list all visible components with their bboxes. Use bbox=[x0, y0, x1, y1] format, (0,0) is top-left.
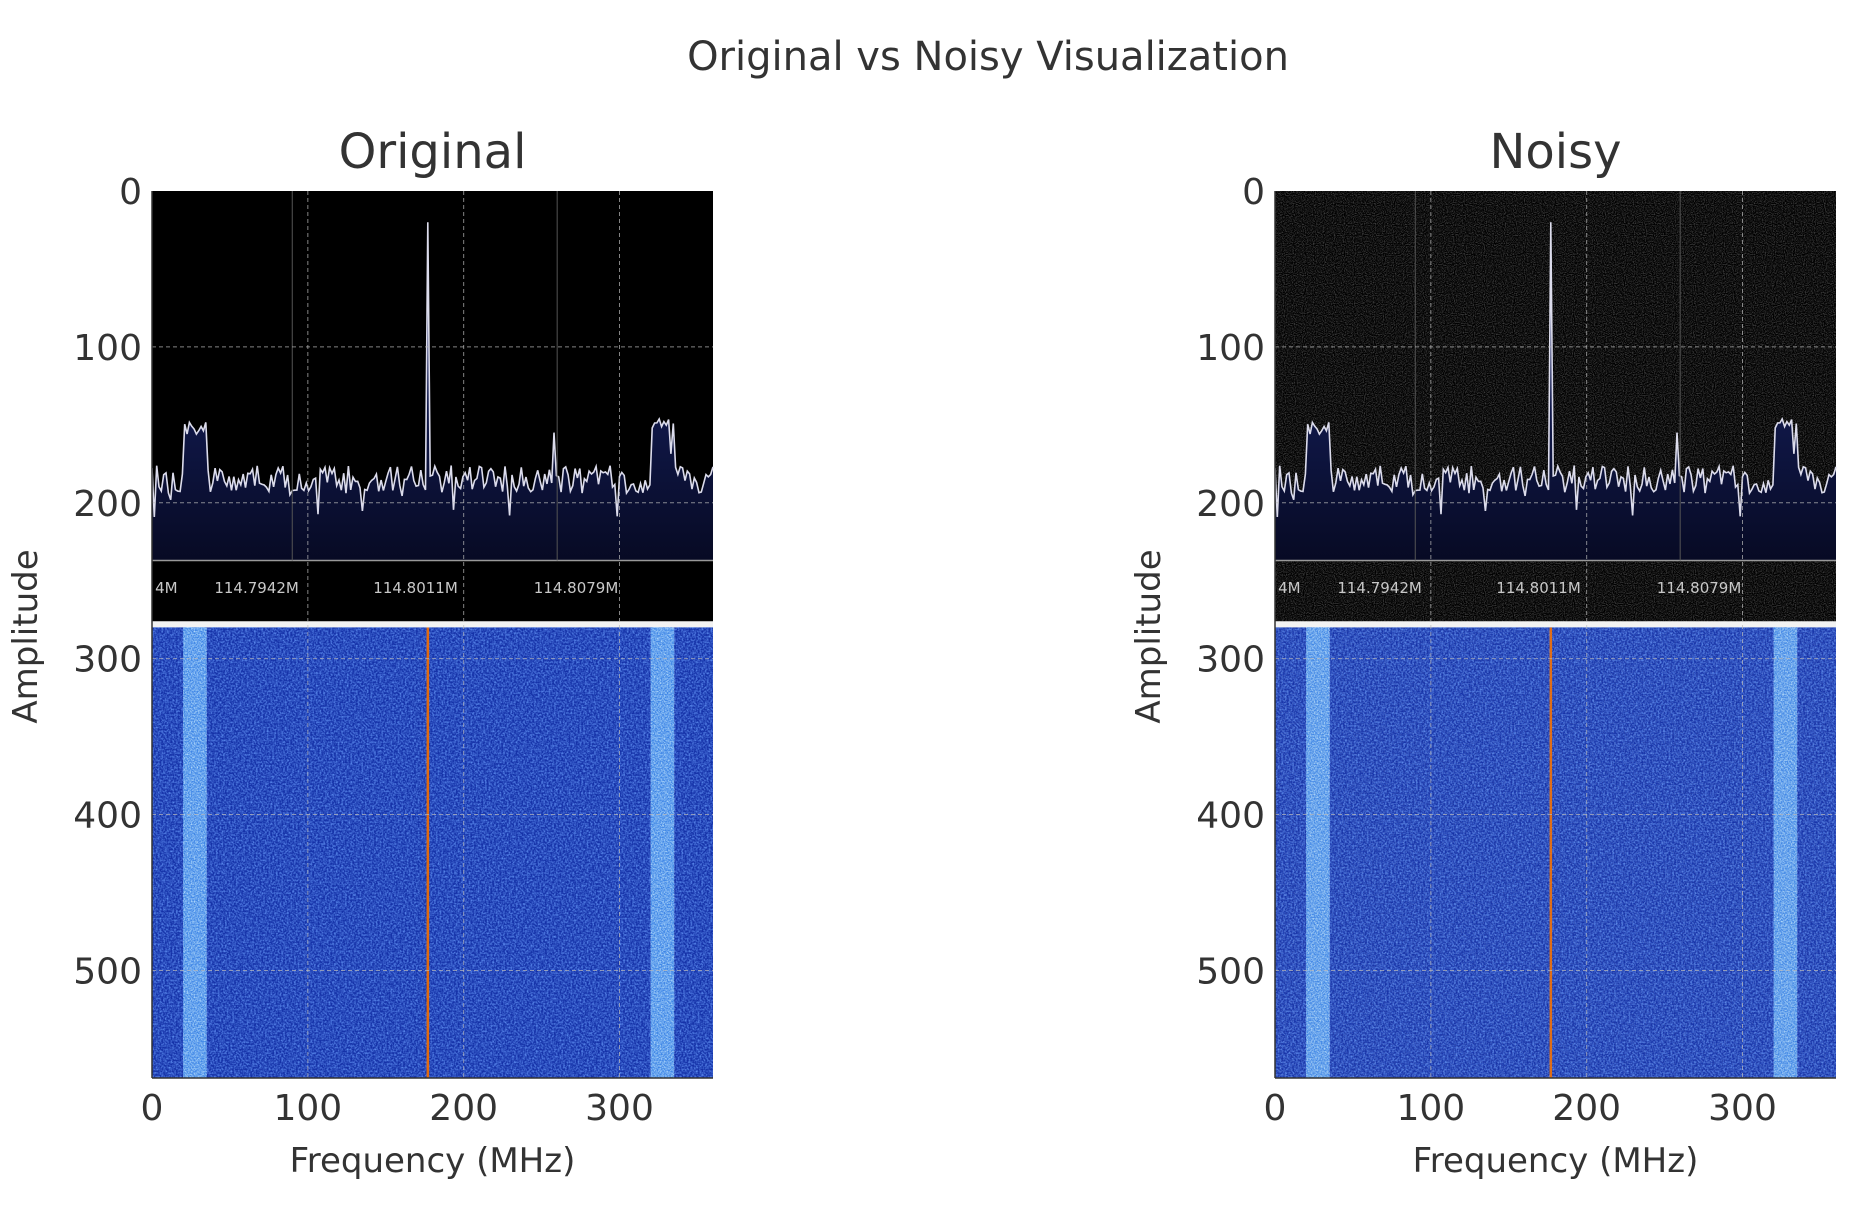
x-axis-label: Frequency (MHz) bbox=[290, 1141, 576, 1181]
waterfall-band-noise bbox=[650, 627, 675, 1078]
x-tick-label: 200 bbox=[1552, 1088, 1621, 1129]
frequency-label: 114.7942M bbox=[214, 579, 299, 597]
y-tick-label: 300 bbox=[1196, 640, 1265, 681]
y-tick-label: 500 bbox=[73, 951, 142, 992]
y-tick-label: 0 bbox=[1242, 172, 1265, 213]
panel-noisy: Noisy 4M 114.7942M 114.8011M 114.8079M 0 100 20… bbox=[1129, 124, 1837, 1181]
x-tick-label: 0 bbox=[141, 1088, 164, 1129]
frequency-label: 114.7942M bbox=[1337, 579, 1422, 597]
x-tick-label: 100 bbox=[273, 1088, 342, 1129]
separator bbox=[152, 621, 713, 628]
panel-title: Noisy bbox=[1489, 124, 1621, 180]
frequency-label: 114.8079M bbox=[1657, 579, 1742, 597]
y-tick-label: 300 bbox=[73, 640, 142, 681]
x-axis-label: Frequency (MHz) bbox=[1413, 1141, 1699, 1181]
y-tick-label: 100 bbox=[73, 328, 142, 369]
frequency-label: 4M bbox=[155, 579, 178, 597]
y-axis-label: Amplitude bbox=[1129, 549, 1169, 723]
x-tick-label: 200 bbox=[429, 1088, 498, 1129]
x-tick-label: 0 bbox=[1264, 1088, 1287, 1129]
y-tick-label: 200 bbox=[1196, 484, 1265, 525]
x-tick-label: 100 bbox=[1396, 1088, 1465, 1129]
x-tick-label: 300 bbox=[1708, 1088, 1777, 1129]
y-tick-label: 400 bbox=[73, 796, 142, 837]
panel-original: Original 4M 114.7942M 114.8011M 114.8079M 0 10… bbox=[6, 124, 714, 1181]
figure-title: Original vs Noisy Visualization bbox=[687, 34, 1289, 80]
frequency-label: 114.8011M bbox=[1496, 579, 1581, 597]
spectrum-fill bbox=[152, 222, 713, 561]
panel-title: Original bbox=[339, 124, 527, 180]
x-tick-label: 300 bbox=[585, 1088, 654, 1129]
y-tick-label: 500 bbox=[1196, 951, 1265, 992]
frequency-label: 114.8079M bbox=[534, 579, 619, 597]
spectrum-background bbox=[152, 191, 713, 628]
frequency-label: 4M bbox=[1278, 579, 1301, 597]
y-tick-label: 0 bbox=[119, 172, 142, 213]
separator bbox=[1275, 621, 1836, 628]
y-tick-label: 200 bbox=[73, 484, 142, 525]
noise-overlay bbox=[1275, 627, 1836, 1078]
spectrum-fill bbox=[1275, 222, 1836, 561]
frequency-label: 114.8011M bbox=[373, 579, 458, 597]
y-axis-label: Amplitude bbox=[6, 549, 46, 723]
waterfall-band-noise bbox=[183, 627, 207, 1078]
y-tick-label: 400 bbox=[1196, 796, 1265, 837]
spectrum-trace bbox=[151, 222, 714, 517]
spectrum-trace bbox=[1274, 222, 1837, 517]
waterfall-noise bbox=[152, 627, 713, 1078]
noise-overlay bbox=[1275, 191, 1836, 628]
y-tick-label: 100 bbox=[1196, 328, 1265, 369]
